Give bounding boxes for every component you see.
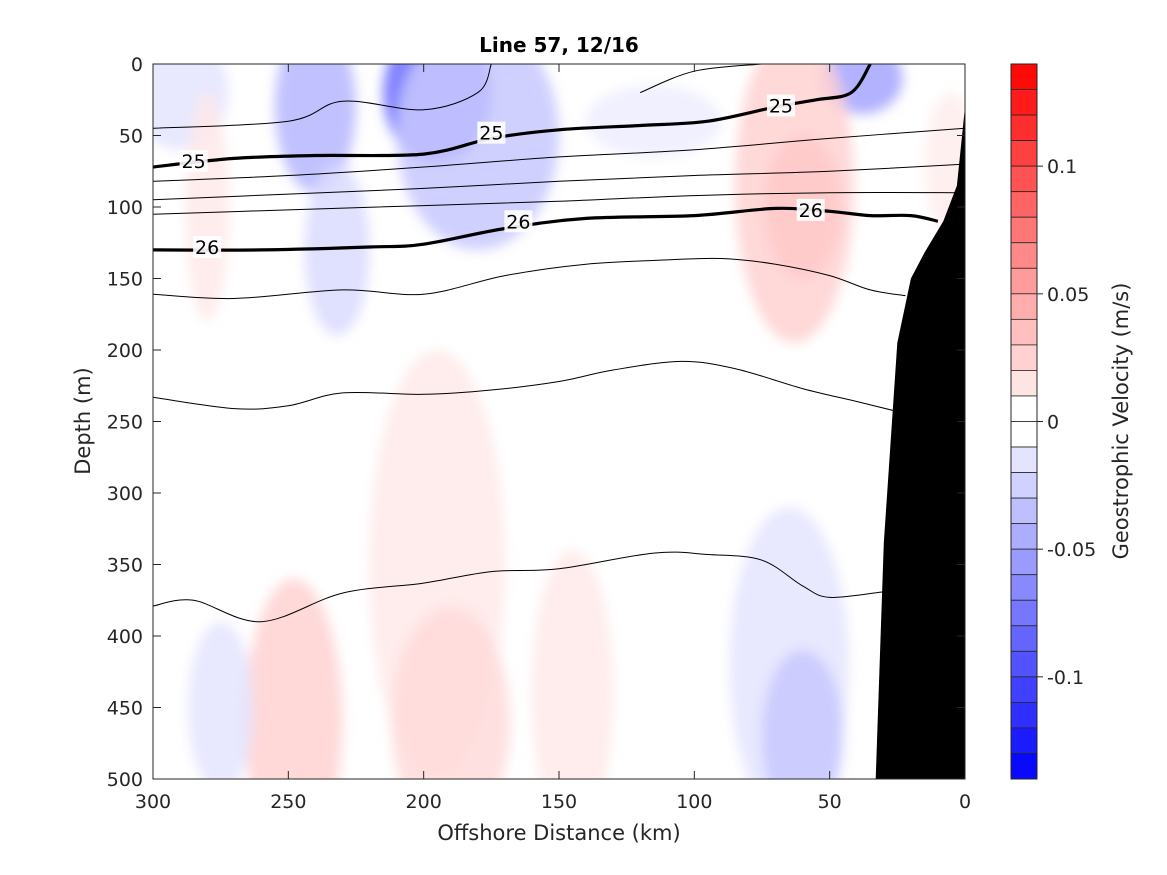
x-tick-label: 150 — [541, 791, 577, 813]
colorbar-segment — [1010, 650, 1038, 678]
colorbar-tick-label: -0.1 — [1047, 667, 1084, 689]
isopycnal-label-bg — [766, 94, 795, 117]
y-tick-label: 0 — [131, 54, 143, 76]
velocity-blob-1 — [396, 64, 559, 250]
x-tick-label: 50 — [818, 791, 842, 813]
isopycnal-line-3 — [153, 127, 965, 182]
colorbar-segment — [1010, 497, 1038, 525]
colorbar-segment — [1010, 63, 1038, 90]
x-axis: 300 250 200 150 100 50 0 — [135, 64, 971, 813]
isopycnal-label: 25 — [182, 151, 206, 173]
y-tick-label: 50 — [119, 126, 143, 148]
colorbar-segment — [1010, 293, 1038, 320]
x-tick-label: 300 — [135, 791, 171, 813]
colorbar: 0.1 0.05 0 -0.05 -0.1 — [1010, 63, 1096, 780]
isopycnal-label: 25 — [769, 95, 793, 117]
isopycnal-line-8 — [153, 360, 898, 412]
velocity-blob-3 — [304, 164, 370, 336]
y-tick-label: 400 — [107, 626, 143, 648]
x-tick-label: 200 — [406, 791, 442, 813]
velocity-field — [153, 64, 965, 779]
colorbar-segment — [1010, 344, 1038, 371]
colorbar-segment — [1010, 472, 1038, 499]
colorbar-segment — [1010, 574, 1038, 601]
y-tick-label: 150 — [107, 269, 143, 291]
y-tick-label: 350 — [107, 555, 143, 577]
colorbar-segment — [1010, 267, 1038, 295]
colorbar-segment — [1010, 191, 1038, 218]
isopycnal-line-4 — [153, 163, 965, 201]
isopycnal-label: 25 — [479, 123, 503, 145]
y-tick-label: 100 — [107, 197, 143, 219]
isopycnal-line-9 — [153, 551, 884, 623]
isopycnal-line-5 — [153, 191, 965, 215]
y-tick-label: 300 — [107, 483, 143, 505]
colorbar-segment — [1010, 625, 1038, 652]
isopycnal-line-7 — [153, 257, 906, 300]
y-axis: 0 50 100 150 200 250 300 350 400 450 500 — [107, 54, 965, 791]
velocity-blob-17 — [188, 621, 254, 779]
colorbar-segment — [1010, 421, 1038, 448]
y-tick-label: 450 — [107, 698, 143, 720]
y-axis-label: Depth (m) — [71, 367, 95, 474]
velocity-blob-14 — [531, 550, 614, 779]
colorbar-segment — [1010, 446, 1038, 473]
colorbar-segment — [1010, 523, 1038, 550]
colorbar-segment — [1010, 242, 1038, 269]
isopycnal-label-bg — [796, 198, 825, 221]
isopycnal-line-2 — [153, 64, 872, 169]
bathymetry-shape — [875, 106, 965, 779]
colorbar-tick-label: 0 — [1047, 412, 1059, 434]
x-tick-label: 250 — [270, 791, 306, 813]
colorbar-segment — [1010, 114, 1038, 142]
plot-area: 25 25 25 26 26 26 — [152, 63, 966, 780]
velocity-blob-5 — [586, 85, 722, 157]
colorbar-segment — [1010, 676, 1038, 703]
colorbar-segment — [1010, 89, 1038, 116]
y-tick-label: 200 — [107, 340, 143, 362]
y-tick-label: 500 — [107, 769, 143, 791]
isopycnal-line-0 — [153, 64, 492, 129]
colorbar-tick-label: -0.05 — [1047, 539, 1096, 561]
isopycnal-label: 26 — [506, 211, 530, 233]
velocity-blob-2 — [274, 64, 356, 193]
colorbar-segment — [1010, 165, 1038, 193]
x-tick-label: 0 — [959, 791, 971, 813]
y-tick-label: 250 — [107, 412, 143, 434]
isopycnal-label: 26 — [195, 237, 219, 259]
isopycnal-label-bg — [193, 236, 222, 259]
colorbar-segment — [1010, 727, 1038, 754]
colorbar-segment — [1010, 140, 1038, 167]
colorbar-label: Geostrophic Velocity (m/s) — [1109, 283, 1133, 560]
x-tick-label: 100 — [676, 791, 712, 813]
isopycnal-label-bg — [477, 121, 506, 144]
isopycnal-labels: 25 25 25 26 26 26 — [179, 94, 825, 259]
colorbar-segment — [1010, 753, 1038, 780]
colorbar-segment — [1010, 395, 1038, 422]
colorbar-tick-label: 0.05 — [1047, 284, 1089, 306]
colorbar-segment — [1010, 701, 1038, 729]
velocity-blob-13 — [245, 578, 343, 779]
colorbar-segment — [1010, 370, 1038, 397]
colorbar-tick-label: 0.1 — [1047, 156, 1077, 178]
isopycnal-label: 26 — [799, 200, 823, 222]
colorbar-segment — [1010, 318, 1038, 346]
isopycnal-label-bg — [179, 150, 208, 173]
colorbar-segment — [1010, 548, 1038, 576]
isopycnal-contours — [153, 64, 965, 623]
chart-title: Line 57, 12/16 — [479, 33, 639, 57]
colorbar-segment — [1010, 216, 1038, 244]
isopycnal-label-bg — [504, 210, 533, 233]
x-axis-label: Offshore Distance (km) — [437, 821, 680, 845]
colorbar-segment — [1010, 599, 1038, 627]
velocity-blob-16 — [762, 650, 844, 779]
velocity-blob-12 — [391, 607, 511, 779]
isopycnal-line-6 — [153, 206, 939, 252]
velocity-blob-9 — [185, 92, 229, 322]
